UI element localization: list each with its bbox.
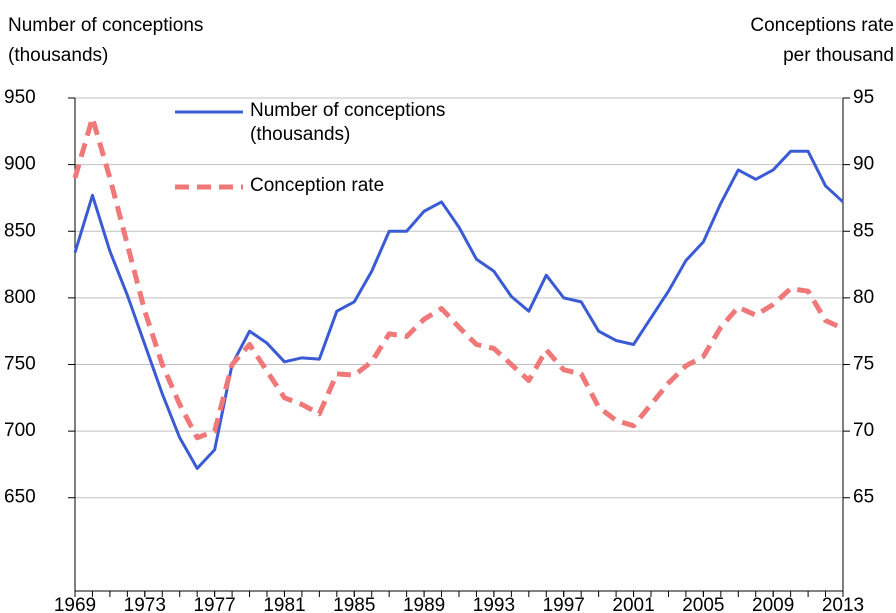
legend-label: Number of conceptions (thousands)	[250, 100, 446, 145]
x-tick-label: 1989	[403, 595, 445, 613]
y-axis-title: Number of conceptions	[8, 15, 203, 36]
x-tick-label: 1977	[193, 595, 235, 613]
y-axis-title: (thousands)	[8, 45, 108, 66]
y-tick-label: 950	[4, 87, 36, 108]
y2-tick-label: 75	[853, 354, 874, 375]
y-tick-label: 900	[4, 154, 36, 175]
x-tick-label: 2001	[612, 595, 654, 613]
x-tick-label: 1981	[263, 595, 305, 613]
x-tick-label: 2013	[822, 595, 864, 613]
y2-axis-title: Conceptions rate	[750, 15, 894, 36]
x-tick-label: 1973	[124, 595, 166, 613]
series-line	[72, 115, 845, 441]
y2-tick-label: 80	[853, 287, 874, 308]
y-tick-label: 800	[4, 287, 36, 308]
y2-axis-title: per thousand	[783, 45, 894, 66]
x-tick-label: 1985	[333, 595, 375, 613]
y-tick-label: 750	[4, 354, 36, 375]
series-line	[73, 149, 845, 470]
x-tick-label: 2005	[682, 595, 724, 613]
y-tick-label: 700	[4, 420, 36, 441]
y2-tick-label: 65	[853, 487, 874, 508]
y-tick-label: 850	[4, 220, 36, 241]
legend-label: Conception rate	[250, 175, 385, 196]
x-tick-label: 1969	[54, 595, 96, 613]
y2-tick-label: 70	[853, 420, 874, 441]
y2-tick-label: 90	[853, 154, 874, 175]
x-tick-label: 1997	[543, 595, 585, 613]
x-tick-label: 1993	[473, 595, 515, 613]
y-tick-label: 650	[4, 487, 36, 508]
y2-tick-label: 95	[853, 87, 874, 108]
y2-tick-label: 85	[853, 220, 874, 241]
x-tick-label: 2009	[752, 595, 794, 613]
